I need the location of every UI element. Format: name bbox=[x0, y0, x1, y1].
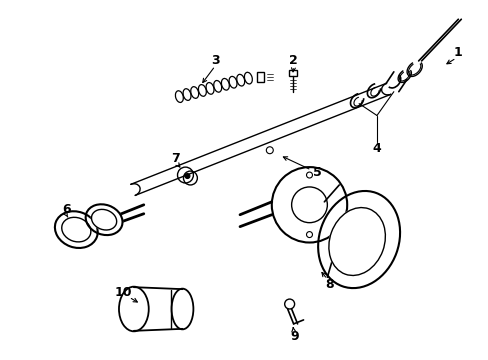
Text: 10: 10 bbox=[114, 285, 131, 299]
Bar bbox=[257, 72, 264, 82]
Text: 1: 1 bbox=[453, 46, 462, 59]
Ellipse shape bbox=[328, 208, 385, 275]
Ellipse shape bbox=[55, 211, 98, 248]
Ellipse shape bbox=[171, 289, 193, 329]
Ellipse shape bbox=[91, 210, 117, 230]
Ellipse shape bbox=[61, 217, 91, 242]
Ellipse shape bbox=[85, 204, 122, 235]
Text: 9: 9 bbox=[290, 330, 298, 343]
Text: 6: 6 bbox=[62, 203, 71, 216]
Circle shape bbox=[271, 167, 346, 243]
Ellipse shape bbox=[318, 191, 399, 288]
Ellipse shape bbox=[119, 287, 148, 331]
Text: 7: 7 bbox=[171, 152, 180, 165]
Text: 2: 2 bbox=[288, 54, 297, 67]
Text: 4: 4 bbox=[372, 142, 381, 155]
Text: 3: 3 bbox=[210, 54, 219, 67]
Bar bbox=[134, 287, 183, 332]
Text: 8: 8 bbox=[325, 278, 333, 291]
Text: 5: 5 bbox=[312, 166, 321, 179]
Circle shape bbox=[184, 174, 189, 179]
Bar bbox=[288, 70, 296, 76]
